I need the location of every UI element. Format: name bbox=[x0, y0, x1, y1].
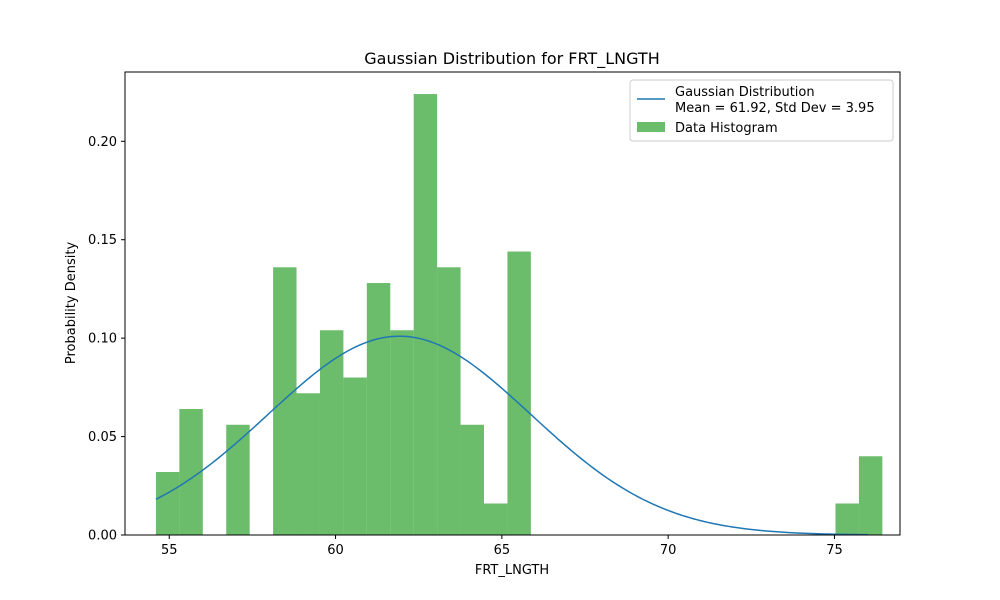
legend: Gaussian Distribution Mean = 61.92, Std … bbox=[629, 79, 894, 142]
histogram-bar bbox=[343, 377, 367, 535]
x-axis-label: FRT_LNGTH bbox=[475, 563, 549, 578]
chart-title: Gaussian Distribution for FRT_LNGTH bbox=[364, 49, 659, 69]
plot-frame bbox=[124, 71, 901, 536]
histogram-bar bbox=[507, 251, 531, 535]
x-tick-label: 75 bbox=[826, 543, 843, 558]
legend-gaussian-label-line1: Gaussian Distribution bbox=[675, 85, 815, 100]
histogram-bar bbox=[319, 330, 344, 535]
x-tick-label: 65 bbox=[494, 543, 511, 558]
histogram-bars bbox=[155, 94, 883, 536]
legend-frame bbox=[629, 79, 894, 142]
legend-histogram-swatch bbox=[637, 122, 665, 132]
y-tick-label: 0.15 bbox=[88, 233, 117, 248]
histogram-bar bbox=[483, 503, 508, 535]
y-tick-label: 0.20 bbox=[88, 135, 117, 150]
y-tick-label: 0.05 bbox=[88, 430, 117, 445]
histogram-bar bbox=[226, 424, 250, 535]
gaussian-curve-layer bbox=[155, 335, 868, 536]
histogram-bar bbox=[413, 94, 438, 536]
y-tick-label: 0.10 bbox=[88, 332, 117, 347]
y-tick-label: 0.00 bbox=[88, 529, 117, 544]
histogram-bar bbox=[273, 267, 297, 535]
x-tick-label: 55 bbox=[161, 543, 178, 558]
histogram-bar bbox=[179, 409, 203, 535]
histogram-bar bbox=[390, 330, 414, 535]
histogram-bar bbox=[366, 283, 391, 535]
x-tick-label: 70 bbox=[660, 543, 677, 558]
histogram-bar bbox=[858, 456, 883, 535]
x-tick-label: 60 bbox=[327, 543, 344, 558]
legend-histogram-label: Data Histogram bbox=[675, 121, 778, 136]
histogram-bar bbox=[460, 424, 484, 535]
x-axis-ticks: 55 60 65 70 75 bbox=[161, 535, 843, 558]
gaussian-curve-line bbox=[155, 335, 868, 536]
y-axis-ticks: 0.00 0.05 0.10 0.15 0.20 bbox=[88, 135, 125, 544]
legend-gaussian-label-line2: Mean = 61.92, Std Dev = 3.95 bbox=[675, 101, 875, 116]
histogram-bar bbox=[296, 393, 320, 535]
histogram-bar bbox=[835, 503, 859, 535]
y-axis-label: Probability Density bbox=[64, 242, 79, 365]
histogram-bar bbox=[437, 267, 461, 535]
histogram-bar bbox=[155, 472, 180, 535]
